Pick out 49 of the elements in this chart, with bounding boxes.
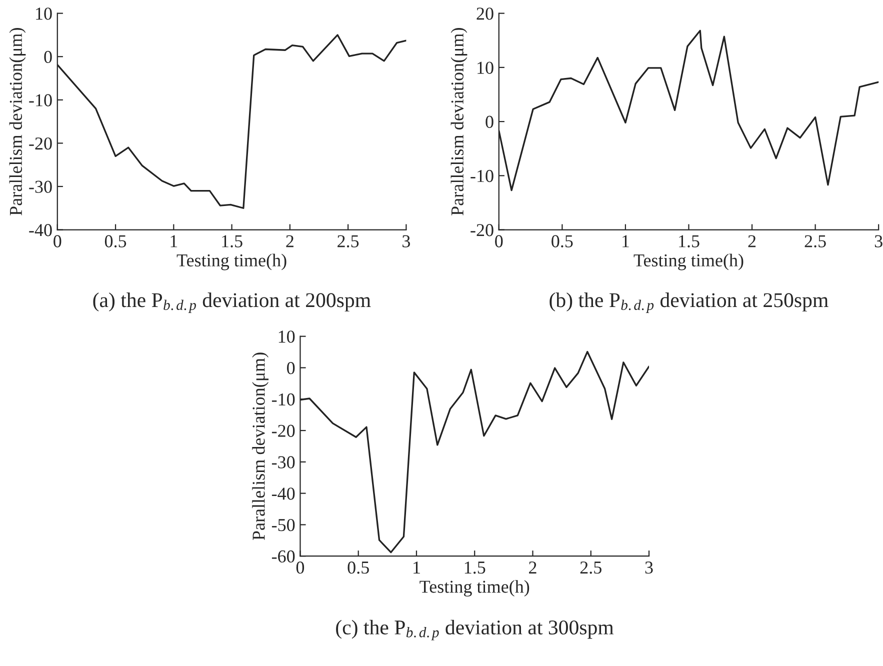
y-axis-title: Parallelism deviation(μm): [450, 28, 468, 216]
x-tick-label: 1.5: [679, 235, 700, 248]
x-tick-label: 1: [170, 235, 178, 248]
y-tick-label: -30: [272, 456, 295, 468]
y-tick-label: 10: [278, 330, 295, 343]
x-tick-label: 3: [645, 562, 653, 574]
y-tick-label: -10: [272, 393, 295, 406]
x-tick-label: 0: [54, 235, 62, 248]
x-tick-label: 2: [748, 235, 756, 248]
x-tick-label: 3: [874, 235, 882, 248]
x-tick-label: 2.5: [338, 235, 359, 248]
x-tick-label: 2: [286, 235, 294, 248]
y-tick-label: 0: [287, 362, 295, 374]
x-tick-label: 1.5: [222, 235, 242, 248]
x-tick-label: 1: [622, 235, 629, 248]
y-tick-label: 0: [44, 50, 52, 64]
y-axis-title: Parallelism deviation(μm): [9, 28, 26, 216]
x-tick-label: 0.5: [552, 235, 573, 248]
y-tick-label: -20: [470, 224, 494, 236]
y-tick-label: 0: [486, 116, 494, 128]
x-tick-label: 2: [529, 562, 536, 574]
x-tick-label: 1.5: [464, 562, 486, 574]
x-tick-label: 2.5: [580, 562, 602, 574]
y-tick-label: -60: [272, 550, 295, 563]
y-tick-label: -50: [272, 518, 295, 532]
x-tick-label: 0: [296, 561, 304, 574]
x-axis-title: Testing time(h): [420, 580, 530, 597]
y-tick-label: -30: [29, 180, 52, 193]
y-tick-label: -20: [272, 424, 295, 437]
x-tick-label: 3: [402, 235, 410, 248]
y-tick-label: -10: [29, 94, 52, 106]
y-tick-label: 10: [478, 62, 494, 74]
x-tick-label: 0: [495, 235, 503, 248]
text: (a) the P$_{b.d.p}$ deviation at 200spm: [93, 292, 371, 313]
y-tick-label: -10: [470, 170, 494, 182]
x-tick-label: 0.5: [104, 235, 126, 248]
text: (b) the P$_{b.d.p}$ deviation at 250spm: [550, 292, 828, 313]
text: (c) the P$_{b.d.p}$ deviation at 300spm: [336, 620, 614, 640]
x-tick-label: 1: [414, 562, 420, 574]
y-tick-label: -40: [29, 224, 52, 236]
y-axis-title: Parallelism deviation(μm): [252, 352, 269, 540]
x-tick-label: 0.5: [348, 561, 369, 574]
y-tick-label: 10: [36, 8, 52, 20]
x-axis-title: Testing time(h): [176, 254, 286, 270]
y-tick-label: -40: [272, 488, 295, 500]
x-tick-label: 2.5: [804, 235, 826, 248]
y-tick-label: -20: [29, 137, 52, 150]
y-tick-label: 20: [476, 8, 494, 20]
x-axis-title: Testing time(h): [634, 254, 744, 270]
